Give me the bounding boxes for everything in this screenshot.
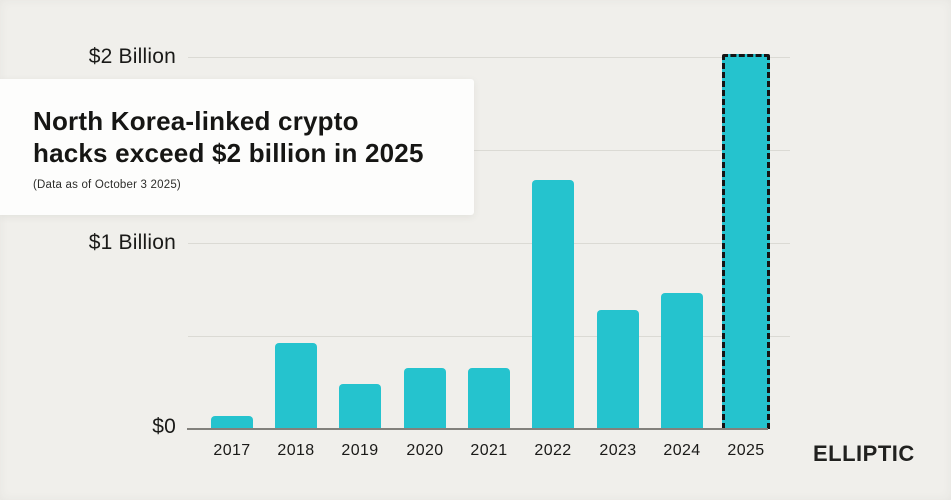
- bar-2018: [275, 343, 317, 429]
- x-tick-label-2018: 2018: [277, 442, 315, 459]
- x-tick-label-2024: 2024: [663, 442, 701, 459]
- title-card: North Korea-linked crypto hacks exceed $…: [0, 79, 474, 215]
- x-tick-label-2025: 2025: [727, 442, 765, 459]
- x-tick-label-2020: 2020: [406, 442, 444, 459]
- y-tick-label-0b: $0: [152, 415, 176, 438]
- bar-2022: [532, 180, 574, 429]
- bar-2025-highlighted: [722, 54, 770, 429]
- y-tick-label-1b: $1 Billion: [88, 231, 176, 254]
- bar-2023: [597, 310, 639, 429]
- bar-2019: [339, 384, 381, 429]
- x-tick-label-2017: 2017: [213, 442, 251, 459]
- bar-2017: [211, 416, 253, 429]
- bar-2024: [661, 293, 703, 429]
- x-axis-line: [187, 428, 768, 430]
- gridline-2b: [188, 57, 790, 58]
- x-tick-label-2022: 2022: [534, 442, 572, 459]
- gridline-0.5b: [188, 336, 790, 337]
- bar-2021: [468, 368, 510, 429]
- gridline-1b: [188, 243, 790, 244]
- bar-2020: [404, 368, 446, 429]
- elliptic-logo: ELLIPTIC: [813, 441, 915, 466]
- y-tick-label-2b: $2 Billion: [88, 45, 176, 68]
- title-subtitle: (Data as of October 3 2025): [33, 179, 181, 191]
- x-tick-label-2019: 2019: [341, 442, 379, 459]
- title-line-1: North Korea-linked crypto: [33, 106, 359, 136]
- x-tick-label-2023: 2023: [599, 442, 637, 459]
- title-line-2: hacks exceed $2 billion in 2025: [33, 138, 424, 168]
- x-tick-label-2021: 2021: [470, 442, 508, 459]
- gridline-1.5b: [188, 150, 790, 151]
